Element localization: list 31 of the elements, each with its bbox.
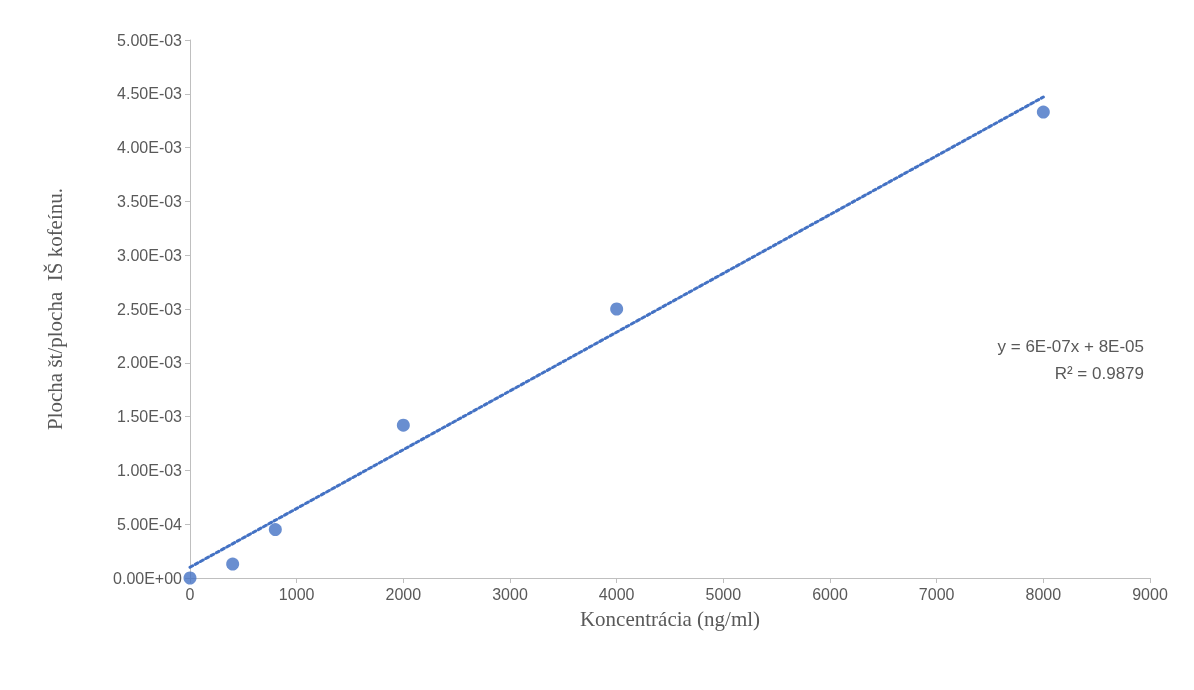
point [268,523,282,537]
y-tick-label: 4.50E-03 [117,85,183,103]
y-axis-title: Plocha št/plocha IŠ kofeínu. [42,187,67,431]
x-tick-label: 5000 [705,585,742,603]
annotation: y = 6E-07x + 8E-05 [997,337,1144,356]
point [226,557,240,571]
x-tick-label: 2000 [385,585,422,603]
point [1036,105,1050,119]
x-tick-label: 8000 [1025,585,1062,603]
y-tick-label: 2.50E-03 [117,300,183,318]
y-tick-label: 1.50E-03 [117,408,183,426]
x-tick-label: 3000 [492,585,528,603]
point [610,302,624,316]
point [183,571,197,585]
x-tick-label: 9000 [1132,585,1168,603]
y-tick-label: 5.00E-03 [117,31,183,49]
x-tick-label: 0 [185,585,195,603]
y-tick-label: 1.00E-03 [117,461,183,479]
y-tick-label: 2.00E-03 [117,354,183,372]
x-axis-title: Koncentrácia (ng/ml) [579,606,761,631]
y-tick-label: 0.00E+00 [113,569,183,587]
y-tick-label: 5.00E-04 [117,515,183,533]
x-tick-label: 6000 [812,585,848,603]
y-tick-label: 4.00E-03 [117,139,183,157]
y-tick-label: 3.50E-03 [117,192,183,210]
x-tick-label: 7000 [918,585,955,603]
x-tick-label: 1000 [278,585,315,603]
point [396,418,410,432]
y-tick-label: 3.00E-03 [117,246,183,264]
x-tick-label: 4000 [598,585,635,603]
annotation: R² = 0.9879 [1054,364,1144,383]
